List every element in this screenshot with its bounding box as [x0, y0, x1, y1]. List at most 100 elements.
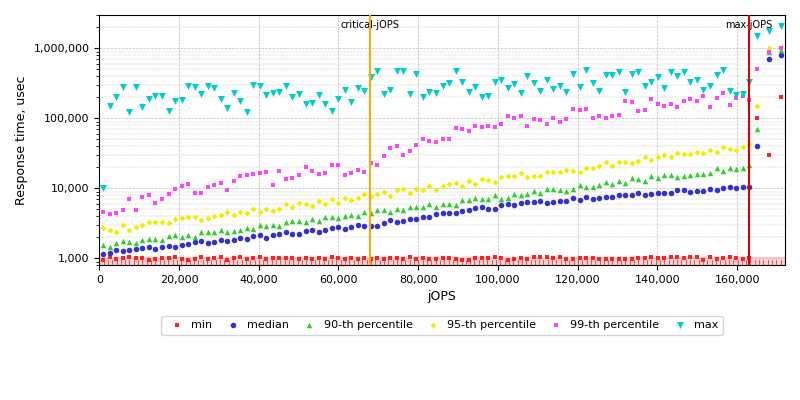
max [234, 98, 246, 104]
max [774, 23, 787, 29]
max [580, 67, 593, 74]
min [208, 255, 221, 262]
median [658, 190, 670, 196]
median [202, 240, 214, 246]
min [103, 254, 116, 261]
median [475, 203, 488, 210]
max [742, 79, 755, 85]
95-th percentile [606, 163, 618, 169]
median [502, 201, 514, 207]
min [123, 254, 136, 260]
min [318, 256, 331, 262]
90-th percentile [632, 176, 645, 183]
max [534, 88, 546, 94]
90-th percentile [227, 228, 240, 234]
max [430, 90, 442, 96]
median [593, 194, 606, 201]
min [658, 255, 670, 262]
99-th percentile [162, 191, 175, 197]
99-th percentile [580, 106, 593, 112]
90-th percentile [417, 203, 430, 210]
median [541, 200, 554, 206]
99-th percentile [279, 176, 292, 182]
median [703, 186, 716, 192]
95-th percentile [618, 158, 631, 165]
max [762, 27, 775, 34]
99-th percentile [665, 101, 678, 107]
99-th percentile [390, 143, 403, 149]
median [142, 244, 155, 250]
max [286, 94, 299, 100]
95-th percentile [97, 225, 110, 231]
min [665, 254, 678, 261]
90-th percentile [221, 229, 234, 235]
max [332, 96, 345, 103]
max [521, 73, 534, 80]
median [279, 229, 292, 236]
95-th percentile [397, 186, 410, 192]
99-th percentile [697, 93, 710, 100]
95-th percentile [227, 212, 240, 218]
median [717, 185, 730, 192]
min [299, 255, 312, 262]
90-th percentile [397, 206, 410, 213]
95-th percentile [436, 183, 449, 189]
max [227, 90, 240, 96]
median [417, 214, 430, 220]
95-th percentile [423, 183, 436, 190]
90-th percentile [240, 224, 253, 231]
min [423, 255, 436, 262]
95-th percentile [194, 217, 207, 224]
90-th percentile [651, 175, 664, 181]
min [482, 254, 494, 261]
90-th percentile [306, 216, 318, 222]
max [149, 93, 162, 99]
99-th percentile [130, 207, 142, 214]
99-th percentile [182, 181, 194, 188]
99-th percentile [449, 125, 462, 131]
90-th percentile [384, 209, 397, 216]
90-th percentile [97, 242, 110, 248]
median [403, 215, 416, 222]
max [566, 70, 579, 77]
median [554, 198, 566, 204]
min [234, 254, 246, 260]
90-th percentile [410, 204, 423, 210]
95-th percentile [279, 201, 292, 207]
max [645, 78, 658, 85]
95-th percentile [410, 186, 423, 192]
min [378, 256, 390, 262]
90-th percentile [371, 207, 384, 213]
median [527, 199, 540, 206]
median [247, 233, 260, 240]
99-th percentile [599, 115, 612, 121]
90-th percentile [123, 239, 136, 246]
99-th percentile [762, 48, 775, 55]
min [371, 255, 384, 261]
min [364, 256, 377, 262]
max [221, 105, 234, 111]
99-th percentile [318, 170, 331, 176]
max [247, 82, 260, 88]
90-th percentile [364, 210, 377, 216]
95-th percentile [169, 216, 182, 222]
max [312, 92, 325, 98]
min [534, 254, 546, 260]
min [651, 255, 664, 262]
min [175, 256, 188, 262]
90-th percentile [325, 214, 338, 220]
99-th percentile [554, 119, 566, 126]
min [566, 256, 579, 262]
99-th percentile [286, 174, 299, 181]
median [260, 234, 273, 241]
min [397, 255, 410, 262]
99-th percentile [671, 103, 684, 110]
99-th percentile [723, 102, 736, 108]
99-th percentile [142, 192, 155, 198]
90-th percentile [684, 172, 697, 178]
99-th percentile [202, 184, 214, 190]
90-th percentile [534, 189, 546, 196]
95-th percentile [299, 201, 312, 207]
median [325, 225, 338, 232]
min [436, 255, 449, 261]
